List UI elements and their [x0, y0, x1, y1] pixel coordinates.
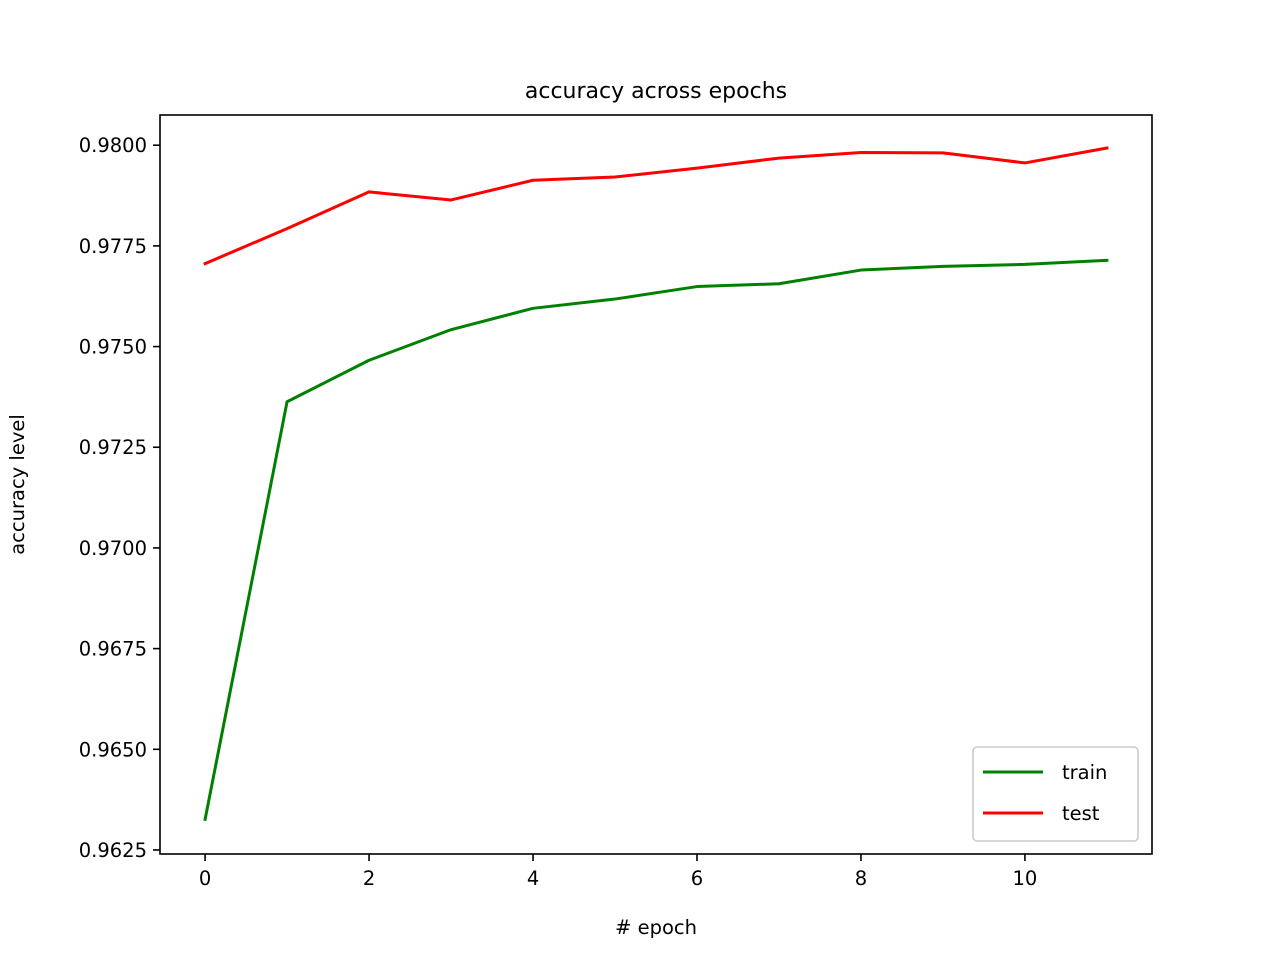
chart-title: accuracy across epochs	[525, 79, 787, 104]
y-tick-label: 0.9775	[79, 235, 147, 258]
y-tick-label: 0.9650	[79, 738, 147, 761]
legend-label-train: train	[1062, 761, 1107, 784]
x-axis: 0 2 4 6 8 10	[199, 854, 1037, 890]
y-tick-label: 0.9625	[79, 839, 147, 862]
x-axis-label: # epoch	[615, 916, 697, 939]
y-tick-label: 0.9800	[79, 134, 147, 157]
y-tick-label: 0.9700	[79, 537, 147, 560]
y-tick-label: 0.9675	[79, 638, 147, 661]
y-axis-label: accuracy level	[6, 414, 29, 555]
series-line-test	[203, 146, 1109, 266]
series-line-train	[203, 258, 1109, 822]
x-tick-label: 10	[1013, 867, 1038, 890]
x-tick-label: 2	[363, 867, 375, 890]
series-lines	[203, 146, 1109, 822]
x-tick-label: 8	[855, 867, 867, 890]
y-axis: 0.9625 0.9650 0.9675 0.9700 0.9725 0.9750 0.97…	[79, 134, 160, 862]
x-tick-label: 0	[199, 867, 211, 890]
legend: train test	[972, 746, 1139, 842]
y-tick-label: 0.9725	[79, 436, 147, 459]
x-tick-label: 6	[691, 867, 703, 890]
x-tick-label: 4	[527, 867, 539, 890]
legend-box	[972, 746, 1139, 842]
y-tick-label: 0.9750	[79, 336, 147, 359]
legend-label-test: test	[1062, 802, 1100, 825]
plot-frame	[159, 114, 1153, 855]
